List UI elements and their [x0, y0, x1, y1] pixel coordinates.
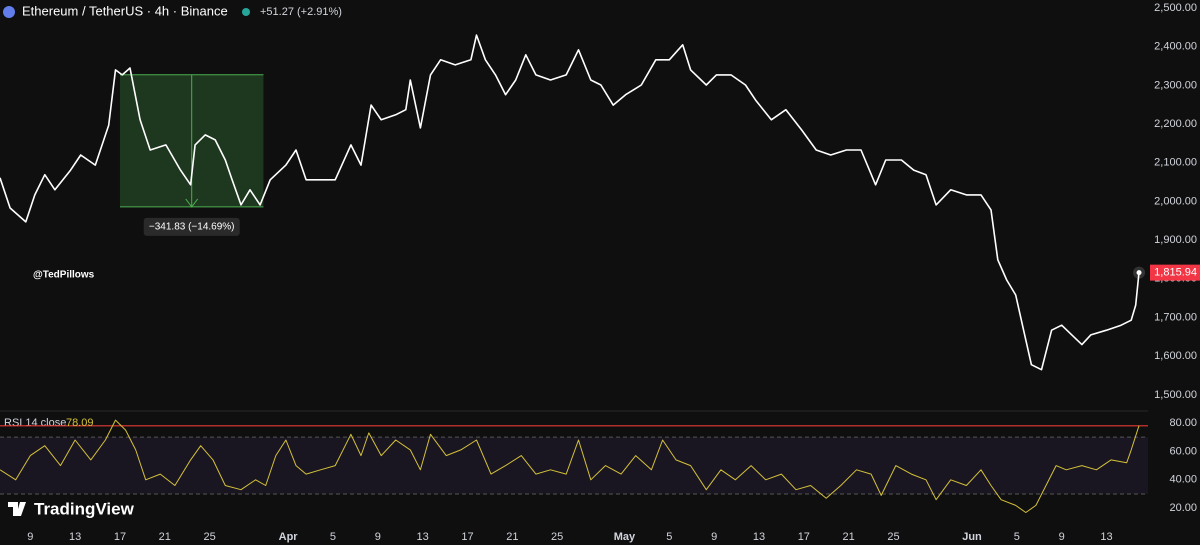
x-tick-label: 21 [843, 531, 855, 543]
y-tick-label: 80.00 [1169, 417, 1197, 429]
y-tick-label: 1,700.00 [1154, 311, 1197, 323]
x-tick-label: Jun [962, 531, 982, 543]
y-tick-label: 2,400.00 [1154, 41, 1197, 53]
x-tick-label: 17 [461, 531, 473, 543]
x-tick-label: 21 [159, 531, 171, 543]
x-tick-label: 5 [330, 531, 336, 543]
watermark: @TedPillows [33, 270, 95, 281]
y-tick-label: 20.00 [1169, 502, 1197, 514]
y-tick-label: 2,500.00 [1154, 2, 1197, 14]
x-tick-label: 13 [1100, 531, 1112, 543]
x-tick-label: 5 [666, 531, 672, 543]
x-tick-label: 17 [114, 531, 126, 543]
x-tick-label: 9 [375, 531, 381, 543]
rsi-title: RSI 14 close [4, 417, 66, 429]
x-tick-label: 9 [27, 531, 33, 543]
x-tick-label: May [614, 531, 636, 543]
x-tick-label: 25 [551, 531, 563, 543]
logo-icon [8, 502, 26, 516]
series-line [0, 34, 1140, 371]
y-tick-label: 2,200.00 [1154, 118, 1197, 130]
x-tick-label: 25 [887, 531, 899, 543]
symbol-icon [3, 6, 15, 18]
x-tick-label: 13 [69, 531, 81, 543]
logo: TradingView [34, 499, 135, 518]
measure-label: −341.83 (−14.69%) [149, 222, 235, 233]
x-tick-label: 9 [711, 531, 717, 543]
series-line [0, 419, 1140, 513]
rsi-value: 78.09 [66, 417, 94, 429]
measure-arrowhead [185, 198, 199, 208]
y-tick-label: 60.00 [1169, 445, 1197, 457]
x-tick-label: 25 [204, 531, 216, 543]
y-tick-label: 1,500.00 [1154, 389, 1197, 401]
x-tick-label: 13 [753, 531, 765, 543]
x-tick-label: Apr [279, 531, 299, 543]
price-label: 1,815.94 [1154, 267, 1197, 279]
price-label-bg [1150, 264, 1200, 281]
y-tick-label: 1,900.00 [1154, 234, 1197, 246]
x-tick-label: 21 [506, 531, 518, 543]
x-tick-label: 17 [798, 531, 810, 543]
last-point-dot [1136, 270, 1142, 276]
change-label: +51.27 (+2.91%) [260, 6, 342, 18]
x-tick-label: 5 [1014, 531, 1020, 543]
chart-title: Ethereum / TetherUS · 4h · Binance [22, 3, 228, 18]
y-tick-label: 40.00 [1169, 474, 1197, 486]
y-tick-label: 2,000.00 [1154, 195, 1197, 207]
x-tick-label: 9 [1059, 531, 1065, 543]
y-tick-label: 2,100.00 [1154, 157, 1197, 169]
band-fill [0, 437, 1148, 494]
measure-label-bg [143, 217, 240, 236]
x-tick-label: 13 [417, 531, 429, 543]
status-dot [242, 8, 250, 16]
y-tick-label: 1,600.00 [1154, 350, 1197, 362]
y-tick-label: 2,300.00 [1154, 79, 1197, 91]
